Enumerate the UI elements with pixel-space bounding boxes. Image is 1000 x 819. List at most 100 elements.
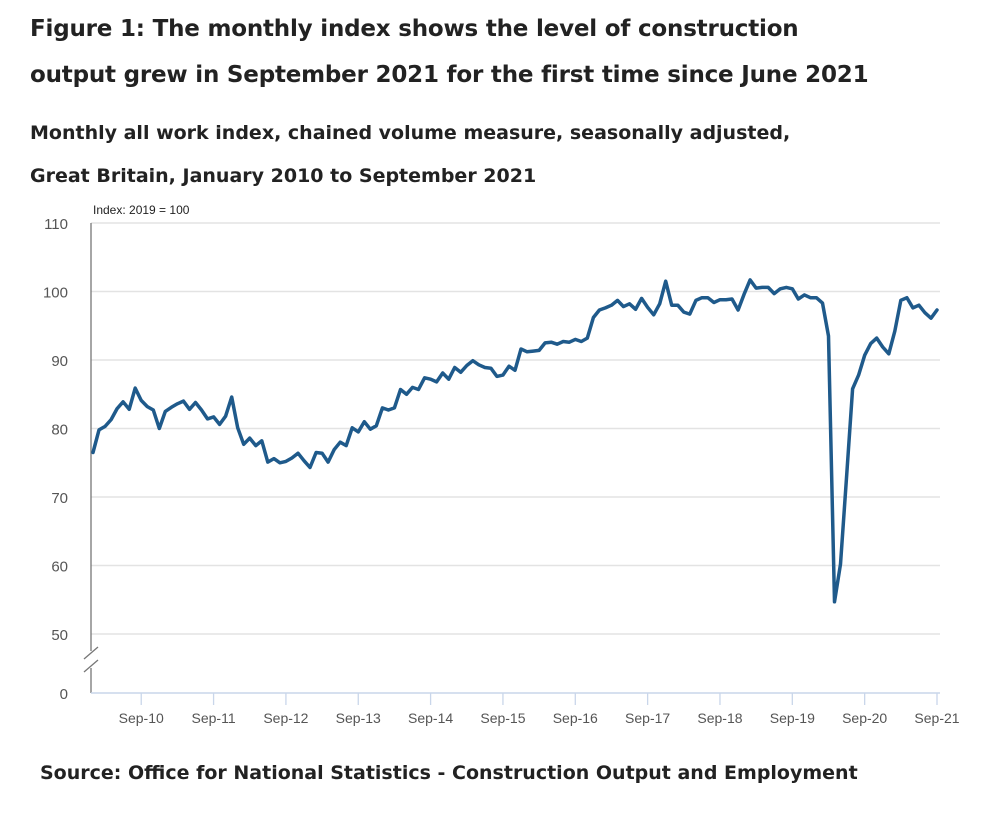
data-point — [658, 302, 661, 305]
y-tick-label: 60 — [51, 559, 68, 576]
data-point — [399, 388, 402, 391]
data-point — [170, 406, 173, 409]
x-tick-label: Sep-13 — [336, 710, 381, 726]
y-tick-label: 80 — [51, 422, 68, 439]
series-line-all-work-index — [91, 278, 939, 604]
data-point — [664, 280, 667, 283]
data-point — [351, 426, 354, 429]
data-point — [815, 296, 818, 299]
data-point — [863, 354, 866, 357]
x-tick-label: Sep-12 — [263, 710, 308, 726]
data-point — [875, 336, 878, 340]
data-point — [417, 388, 420, 391]
data-point — [471, 359, 474, 362]
data-point — [537, 349, 541, 352]
data-point — [893, 330, 896, 333]
data-point — [676, 304, 679, 307]
data-point — [248, 436, 251, 440]
x-tick-label: Sep-14 — [408, 710, 453, 726]
data-point — [748, 278, 752, 282]
data-point — [447, 378, 450, 381]
data-point — [688, 312, 691, 316]
data-point — [423, 376, 426, 379]
data-point — [266, 460, 269, 464]
data-point — [857, 373, 860, 377]
data-point — [899, 299, 902, 302]
data-point — [779, 287, 782, 290]
data-point — [465, 364, 468, 367]
data-point — [411, 386, 414, 389]
data-point — [140, 399, 143, 402]
data-point — [513, 369, 517, 372]
data-point — [736, 308, 740, 312]
data-point — [501, 373, 505, 377]
x-tick-label: Sep-16 — [553, 710, 598, 726]
data-point — [429, 378, 432, 381]
data-point — [543, 341, 547, 345]
data-point — [320, 452, 324, 455]
data-point — [525, 350, 529, 353]
data-point — [694, 299, 698, 302]
data-point — [212, 415, 215, 419]
y-axis: 0 50 60 70 80 90 100 110 — [43, 216, 99, 703]
data-point — [260, 439, 263, 442]
data-point — [616, 299, 619, 302]
data-point — [158, 427, 161, 430]
gridlines — [91, 222, 940, 635]
x-tick-label: Sep-15 — [480, 710, 525, 726]
data-point — [833, 600, 836, 603]
data-point — [97, 428, 101, 432]
chart-subtitle-line-2: Great Britain, January 2010 to September… — [30, 165, 537, 187]
x-tick-label: Sep-11 — [192, 710, 236, 726]
data-point — [369, 428, 372, 431]
chart-subtitle-line-1: Monthly all work index, chained volume m… — [30, 122, 791, 144]
data-point — [929, 317, 933, 320]
data-point — [495, 375, 499, 378]
data-point — [568, 341, 571, 344]
data-point — [308, 466, 312, 469]
data-point — [278, 461, 282, 464]
data-point — [435, 380, 438, 384]
data-point — [827, 334, 830, 338]
data-point — [393, 406, 396, 410]
data-point — [742, 293, 746, 296]
data-point — [700, 296, 704, 299]
data-point — [103, 425, 107, 428]
data-point — [604, 306, 607, 310]
y-tick-label: 90 — [51, 353, 68, 370]
data-point — [670, 304, 673, 307]
axis-break-mark — [83, 659, 99, 673]
data-point — [682, 310, 685, 314]
y-tick-label: 0 — [60, 686, 68, 703]
data-point — [345, 444, 348, 447]
data-point — [284, 460, 288, 463]
data-point — [712, 301, 716, 304]
data-point — [152, 408, 155, 412]
data-point — [592, 316, 595, 319]
data-point — [218, 423, 221, 426]
data-point — [785, 286, 788, 289]
y-tick-label: 70 — [51, 490, 68, 507]
y-tick-label: 100 — [43, 285, 68, 302]
data-point — [296, 452, 300, 455]
data-point — [839, 562, 842, 566]
data-point — [332, 448, 336, 451]
data-point — [905, 296, 909, 299]
data-point — [290, 456, 294, 460]
data-point — [314, 451, 318, 454]
data-point — [489, 367, 493, 370]
data-point — [610, 304, 613, 307]
data-point — [375, 424, 378, 427]
x-tick-label: Sep-20 — [842, 710, 887, 726]
data-point — [176, 402, 179, 405]
y-tick-label: 50 — [51, 627, 68, 644]
figure-title-line-1: Figure 1: The monthly index shows the le… — [30, 16, 799, 42]
data-point — [730, 297, 734, 301]
data-point — [556, 343, 559, 346]
data-point — [146, 405, 149, 408]
data-point — [236, 426, 239, 429]
data-point — [206, 417, 209, 421]
data-point — [821, 301, 824, 305]
source-note: Source: Office for National Statistics -… — [40, 762, 858, 784]
